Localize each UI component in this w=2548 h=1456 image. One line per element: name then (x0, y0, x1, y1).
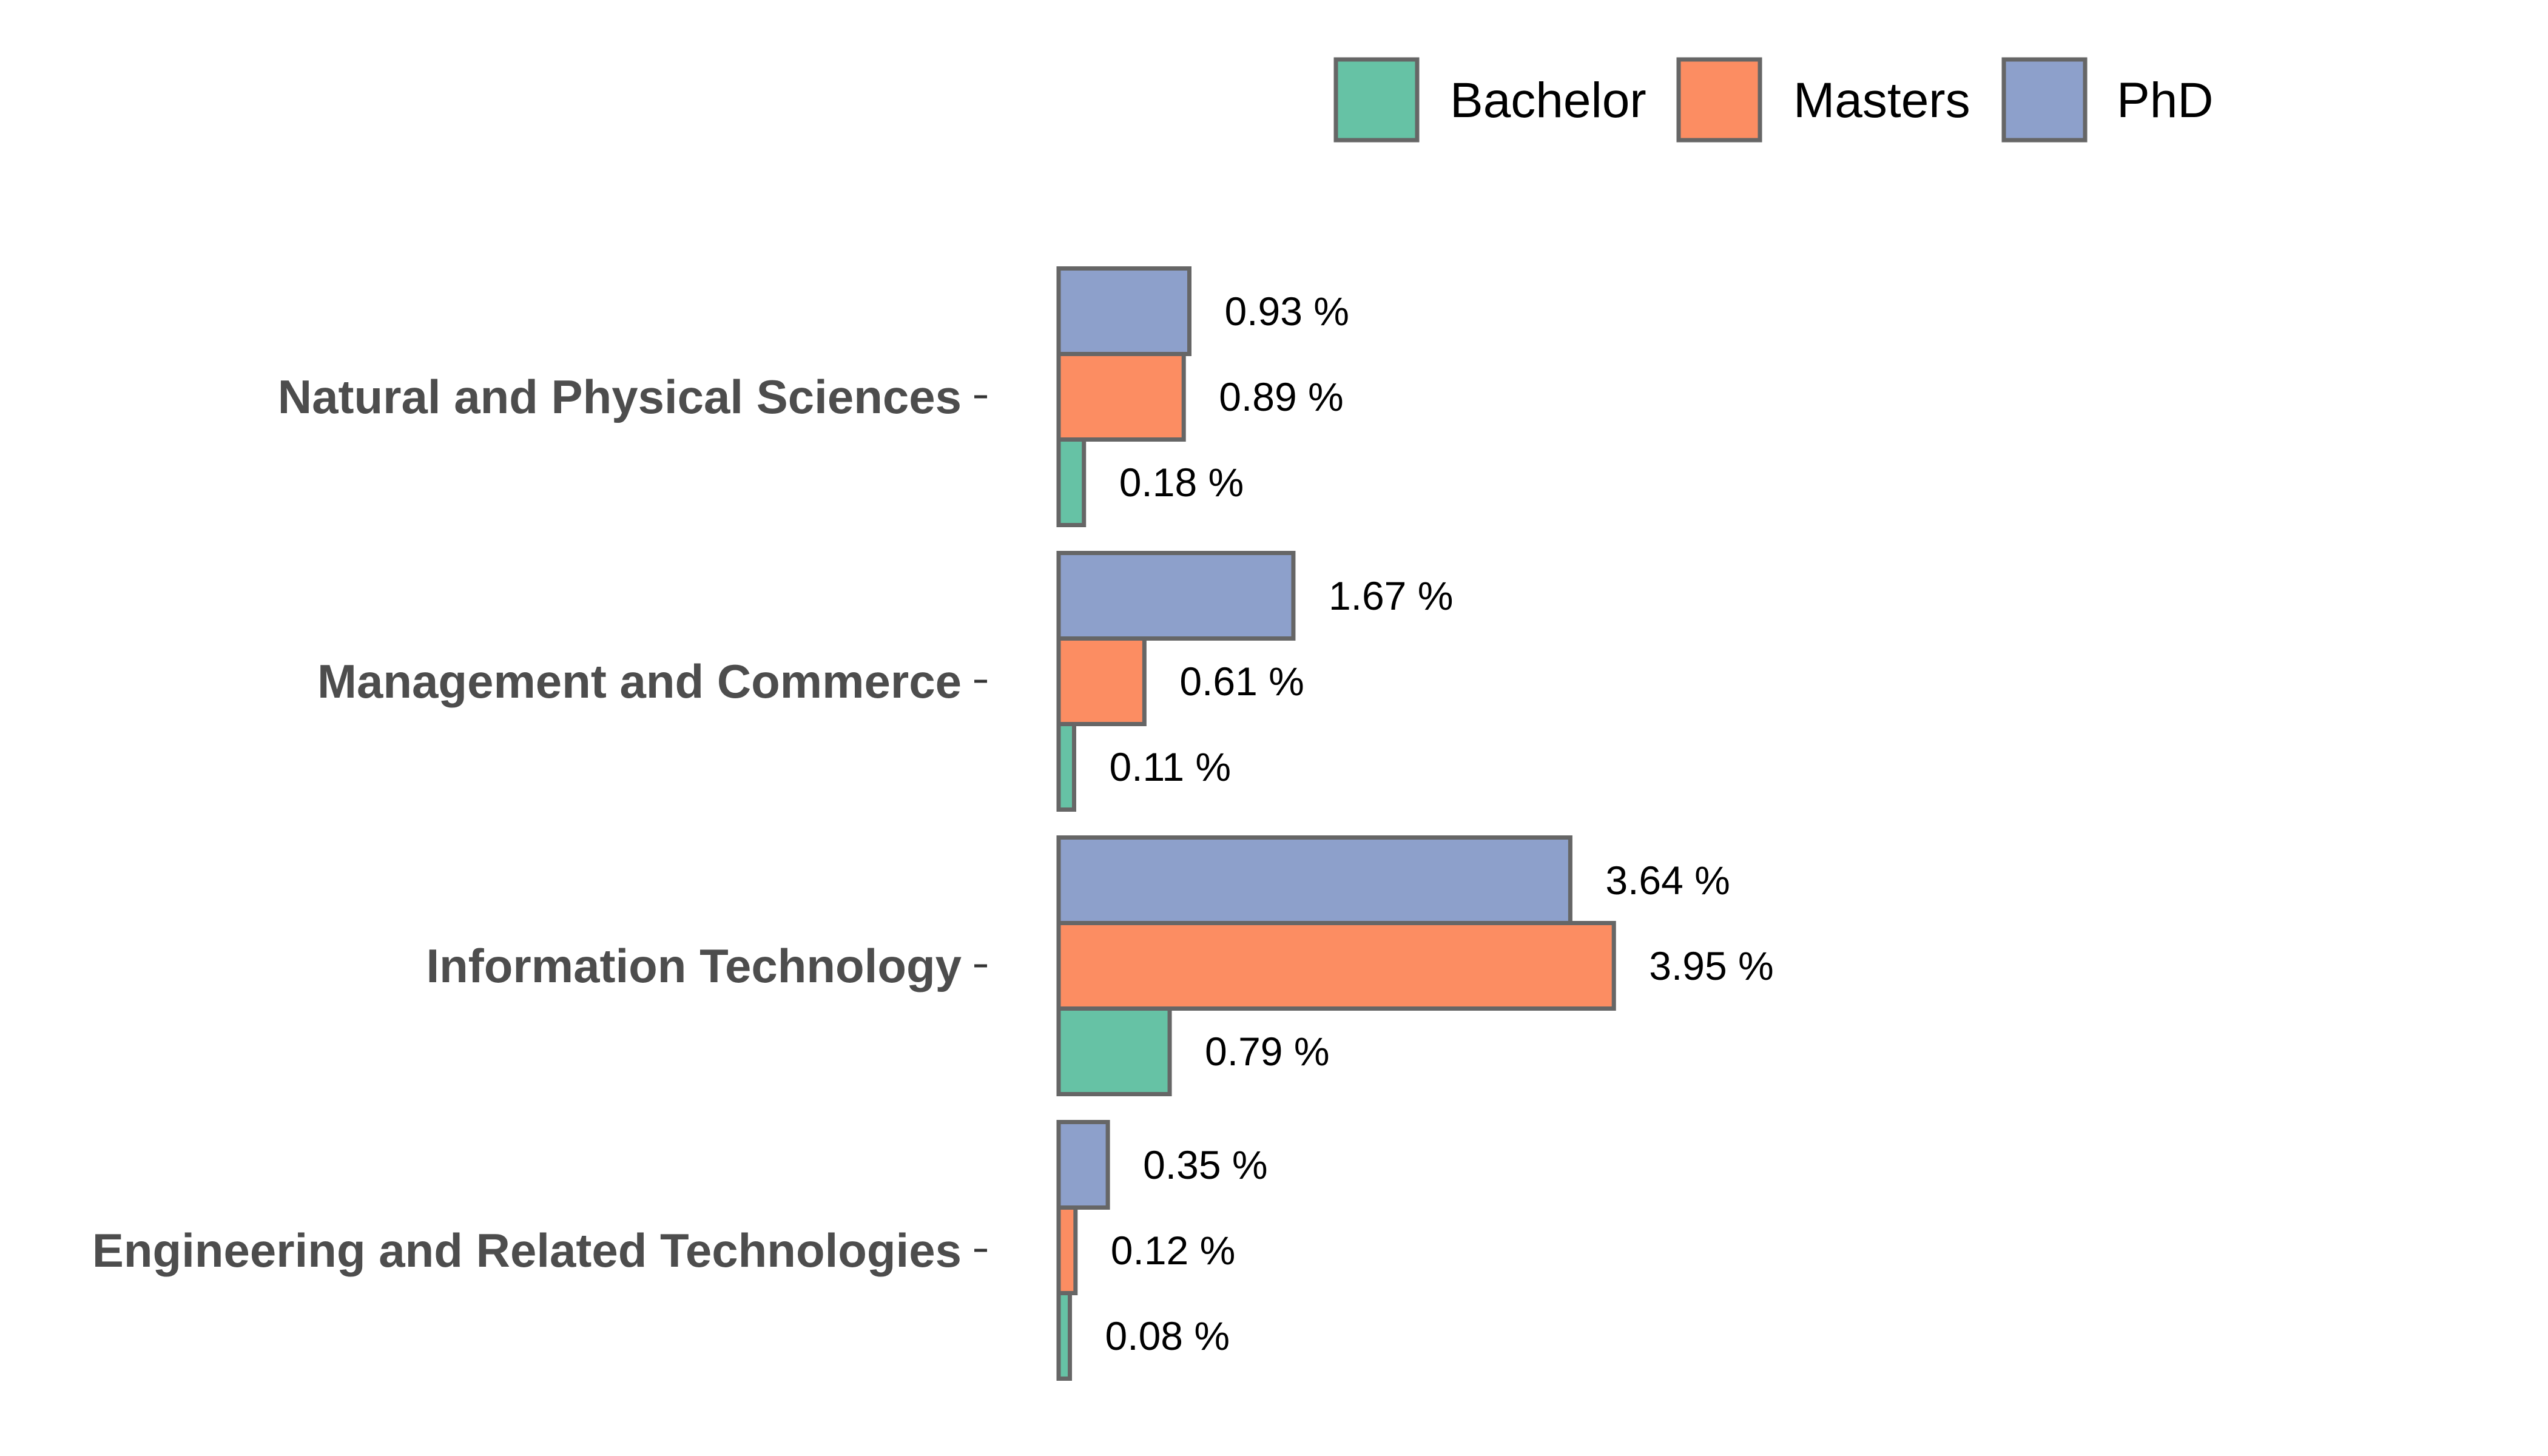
bar-phd (1056, 835, 1572, 925)
legend-swatch-bachelor (1333, 57, 1420, 143)
category-label: Information Technology (426, 939, 962, 993)
value-label: 0.08 % (1105, 1313, 1230, 1358)
legend-label: Masters (1793, 73, 1970, 128)
legend-swatch-masters (1676, 57, 1762, 143)
value-label: 3.64 % (1605, 858, 1730, 903)
bar-masters (1056, 352, 1186, 442)
value-label: 0.11 % (1109, 744, 1231, 789)
category-label: Management and Commerce (317, 655, 962, 708)
value-label: 0.12 % (1111, 1228, 1235, 1273)
value-label: 3.95 % (1649, 943, 1773, 988)
bar-phd (1056, 1120, 1110, 1210)
bar-bachelor (1056, 437, 1087, 527)
category-label: Natural and Physical Sciences (278, 370, 962, 423)
category-label: Engineering and Related Technologies (92, 1224, 962, 1277)
bar-masters (1056, 921, 1616, 1011)
bar-phd (1056, 266, 1191, 356)
value-label: 0.61 % (1179, 659, 1304, 704)
value-label: 0.18 % (1119, 460, 1244, 505)
legend: Bachelor Masters PhD (1333, 57, 2214, 143)
value-label: 0.89 % (1219, 374, 1343, 419)
bars (1056, 266, 1616, 1381)
bar-masters (1056, 636, 1147, 726)
bar-bachelor (1056, 722, 1076, 812)
bar-bachelor (1056, 1006, 1172, 1096)
bar-bachelor (1056, 1291, 1073, 1381)
value-label: 1.67 % (1329, 573, 1453, 618)
value-labels: 0.18 % 0.89 % 0.93 % 0.11 % 0.61 % 1.67 % 0.79… (1105, 289, 1774, 1358)
y-axis-labels: Natural and Physical Sciences Management … (92, 370, 987, 1277)
legend-swatch-phd (2001, 57, 2088, 143)
legend-label: PhD (2117, 73, 2214, 128)
value-label: 0.93 % (1224, 289, 1349, 334)
value-label: 0.35 % (1143, 1142, 1267, 1187)
bar-masters (1056, 1205, 1078, 1295)
legend-label: Bachelor (1450, 73, 1646, 128)
value-label: 0.79 % (1205, 1029, 1329, 1074)
bar-phd (1056, 551, 1296, 641)
